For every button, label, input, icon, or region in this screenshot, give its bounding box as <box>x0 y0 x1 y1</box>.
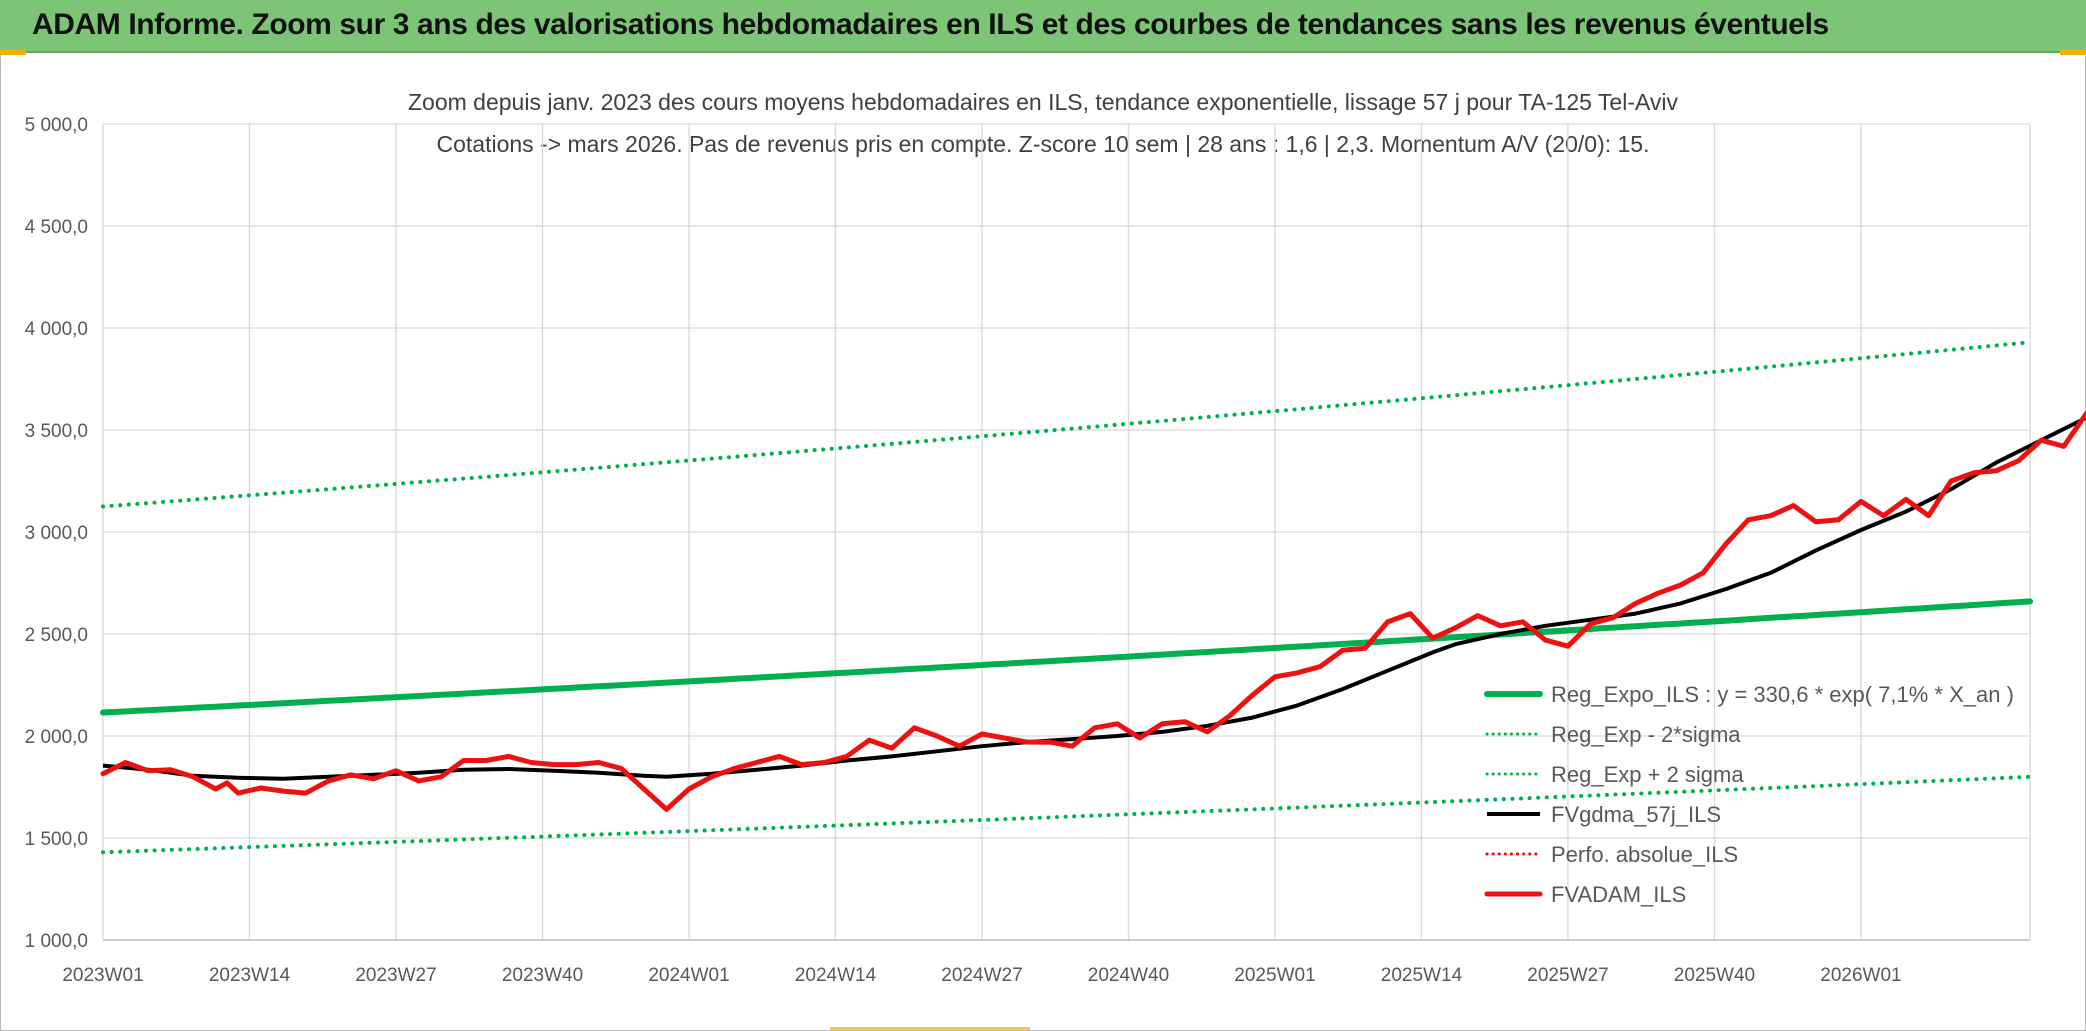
axis-layer: 1 000,0 1 500,0 2 000,0 2 500,0 3 000,0 3 500… <box>25 115 2030 986</box>
x-tick-label: 2023W27 <box>355 965 436 986</box>
x-tick-label: 2023W01 <box>62 965 143 986</box>
x-tick-label: 2024W40 <box>1088 965 1169 986</box>
x-tick-label: 2024W14 <box>795 965 877 986</box>
x-tick-label: 2026W01 <box>1820 965 1901 986</box>
legend-label: Reg_Exp - 2*sigma <box>1551 722 1741 747</box>
x-tick-label: 2023W40 <box>502 965 583 986</box>
legend-label: Reg_Exp + 2 sigma <box>1551 762 1744 787</box>
series-line-reg_expo_ils-0 <box>100 598 2033 716</box>
y-tick-label: 2 000,0 <box>25 727 88 748</box>
page-title: ADAM Informe. Zoom sur 3 ans des valoris… <box>32 8 1829 41</box>
x-tick-label: 2024W01 <box>648 965 729 986</box>
x-tick-label: 2025W01 <box>1234 965 1315 986</box>
x-tick-label: 2025W40 <box>1674 965 1755 986</box>
header-accent-right <box>2060 50 2086 55</box>
y-tick-label: 1 500,0 <box>25 829 88 850</box>
series-line-fvadam_ils-5 <box>100 410 2086 812</box>
legend-label: Reg_Expo_ILS : y = 330,6 * exp( 7,1% * X… <box>1551 682 2014 707</box>
grid-layer <box>102 123 2031 941</box>
chart-title-line-1: Zoom depuis janv. 2023 des cours moyens … <box>408 89 1679 115</box>
legend-label: Perfo. absolue_ILS <box>1551 842 1738 867</box>
x-tick-label: 2025W27 <box>1527 965 1608 986</box>
header-accent-left <box>0 50 26 55</box>
y-tick-label: 5 000,0 <box>25 115 88 136</box>
y-tick-label: 4 000,0 <box>25 319 88 340</box>
header-bar: ADAM Informe. Zoom sur 3 ans des valoris… <box>0 0 2086 53</box>
x-tick-label: 2025W14 <box>1381 965 1463 986</box>
bottom-accent <box>830 1027 1030 1031</box>
chart-title-line-2: Cotations -> mars 2026. Pas de revenus p… <box>436 131 1649 157</box>
series-line-fvgdma_57j_ils-3 <box>102 415 2086 781</box>
y-tick-label: 3 500,0 <box>25 421 88 442</box>
y-tick-label: 3 000,0 <box>25 523 88 544</box>
y-tick-label: 4 500,0 <box>25 217 88 238</box>
series-line-reg_exp-1 <box>101 774 2032 855</box>
series-line-reg_exp-2 <box>101 340 2032 509</box>
x-tick-label: 2024W27 <box>941 965 1022 986</box>
legend-label: FVADAM_ILS <box>1551 882 1686 907</box>
x-tick-label: 2023W14 <box>209 965 291 986</box>
y-tick-label: 2 500,0 <box>25 625 88 646</box>
legend: Reg_Expo_ILS : y = 330,6 * exp( 7,1% * X… <box>1484 682 2014 907</box>
series-layer <box>100 340 2086 855</box>
y-tick-label: 1 000,0 <box>25 931 88 952</box>
legend-label: FVgdma_57j_ILS <box>1551 802 1721 827</box>
